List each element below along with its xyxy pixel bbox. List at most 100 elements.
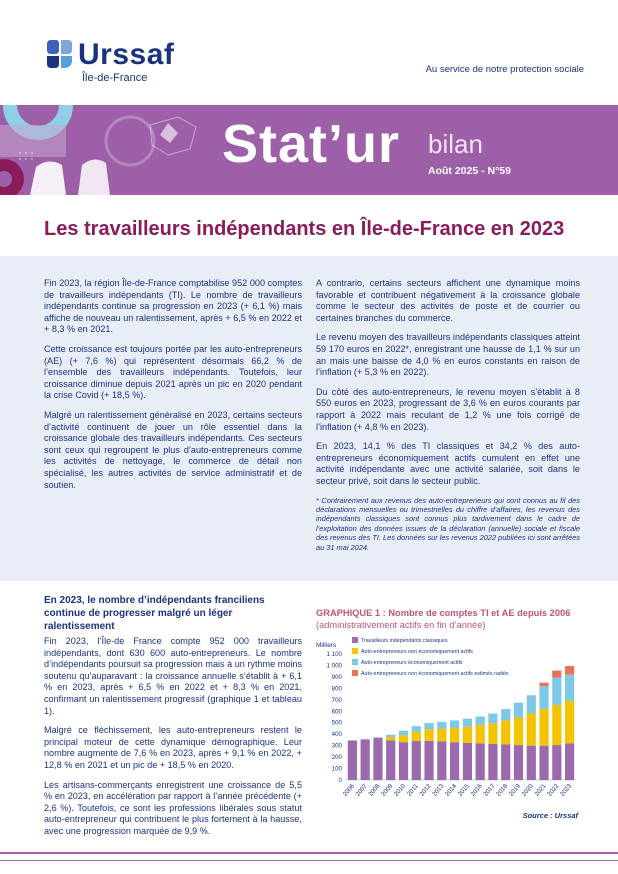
bar-segment (526, 695, 536, 714)
bar-segment (513, 717, 524, 746)
x-tick-label: 2010 (393, 782, 408, 797)
intro-left-column: Fin 2023, la région Île-de-France compta… (44, 278, 302, 499)
bar-segment (386, 734, 396, 738)
bar-segment (450, 727, 460, 743)
x-tick-label: 2021 (533, 782, 548, 797)
x-tick-label: 2017 (482, 782, 497, 797)
section-body: Fin 2023, l’Île-de France compte 952 000… (44, 636, 302, 846)
bar-segment (526, 745, 536, 780)
bar-segment (475, 743, 485, 780)
bar-segment (565, 743, 575, 780)
legend-label: Auto-entrepreneurs non économiquement ac… (361, 649, 473, 655)
chart-subtitle: (administrativement actifs en fin d’anné… (316, 619, 486, 630)
bar-segment (437, 741, 447, 780)
bar-segment (501, 744, 511, 780)
y-tick-label: 0 (339, 777, 343, 784)
intro-paragraph: Le revenu moyen des travailleurs indépen… (316, 332, 580, 378)
bar-segment (552, 677, 562, 705)
bar-segment (526, 713, 536, 746)
legend-label: Auto-entrepreneurs non économiquement ac… (361, 671, 509, 677)
chart-title-main: GRAPHIQUE 1 : Nombre de comptes TI et AE… (316, 608, 571, 618)
bar-segment (373, 737, 383, 780)
banner-decoration (0, 105, 197, 195)
legend-swatch (352, 637, 358, 643)
bar-segment (475, 716, 485, 726)
bar-segment (488, 713, 498, 724)
bar-segment (411, 726, 421, 732)
y-tick-label: 600 (332, 708, 343, 715)
y-tick-label: 1 000 (327, 662, 343, 669)
bar-segment (386, 740, 396, 780)
section-title: En 2023, le nombre d’indépendants franci… (44, 595, 265, 632)
bar-segment (424, 729, 434, 741)
intro-paragraph: Fin 2023, la région Île-de-France compta… (44, 278, 302, 335)
bar-segment (437, 721, 447, 729)
y-tick-label: 200 (332, 754, 343, 761)
intro-paragraph: En 2023, 14,1 % des TI classiques et 34,… (316, 441, 580, 486)
y-tick-label: 700 (332, 697, 343, 704)
stacked-bar-chart: Milliers 0 100 200 300 400 500 600 700 800 900 1 00… (316, 637, 576, 798)
x-tick-label: 2012 (418, 782, 433, 797)
intro-paragraph: Cette croissance est toujours portée par… (44, 343, 302, 401)
x-tick-label: 2023 (559, 782, 574, 797)
y-tick-label: 300 (332, 743, 343, 750)
intro-paragraph: Du côté des auto-entrepreneurs, le reven… (316, 386, 580, 432)
intro-paragraph: Malgré un ralentissement généralisé en 2… (44, 409, 302, 490)
chart-source: Source : Urssaf (522, 811, 578, 820)
bar-segment (462, 742, 472, 780)
legend-swatch (352, 648, 358, 654)
y-tick-label: 500 (332, 720, 343, 727)
intro-box (0, 256, 618, 581)
bar-segment (398, 730, 409, 736)
urssaf-logo-icon (47, 40, 72, 68)
bar-segment (501, 720, 511, 745)
x-tick-label: 2006 (342, 782, 357, 797)
x-tick-label: 2014 (444, 782, 459, 797)
y-axis-label: Milliers (316, 642, 337, 649)
bar-segment (552, 704, 562, 746)
x-tick-label: 2019 (508, 782, 523, 797)
bar-segment (513, 702, 524, 718)
bar-segment (424, 740, 434, 780)
bar-segment (386, 737, 396, 741)
x-tick-label: 2016 (469, 782, 484, 797)
x-tick-label: 2015 (457, 782, 472, 797)
bar-segment (565, 700, 575, 744)
bar-segment (552, 670, 562, 678)
bar-segment (513, 745, 524, 780)
bar-segment (475, 725, 485, 744)
x-tick-label: 2018 (495, 782, 510, 797)
footer-rule (0, 852, 618, 854)
bar-segment (552, 745, 562, 780)
brand-region: Île-de-France (82, 72, 148, 84)
bar-segment (501, 708, 511, 721)
publication-title: Stat’ur (222, 114, 401, 174)
legend-swatch (352, 659, 358, 665)
bar-segment (462, 718, 472, 727)
banner: Stat’ur bilan Août 2025 - N°59 (0, 105, 618, 195)
footer-rule (0, 860, 618, 861)
bar-segment (360, 739, 370, 780)
legend-label: Auto-entrepreneurs économiquement actifs (361, 660, 463, 666)
x-tick-label: 2008 (367, 782, 382, 797)
bar-segment (411, 741, 421, 780)
y-tick-label: 900 (332, 674, 343, 681)
bar-segment (565, 666, 575, 675)
bar-segment (450, 742, 460, 780)
x-tick-label: 2020 (521, 782, 536, 797)
bar-segment (398, 735, 409, 743)
bar-segment (488, 743, 498, 780)
intro-right-column: A contrario, certains secteurs affichent… (316, 278, 580, 560)
x-tick-label: 2009 (380, 782, 395, 797)
y-tick-label: 800 (332, 685, 343, 692)
publication-kind: bilan (428, 129, 483, 159)
x-tick-label: 2011 (406, 782, 420, 797)
legend-swatch (352, 670, 358, 676)
page-title: Les travailleurs indépendants en Île-de-… (44, 218, 565, 240)
x-tick-label: 2022 (546, 782, 561, 797)
y-tick-label: 400 (332, 731, 343, 738)
bar-segment (411, 731, 421, 742)
bar-segment (437, 728, 447, 742)
chart-title: GRAPHIQUE 1 : Nombre de comptes TI et AE… (316, 608, 596, 631)
issue-number: Août 2025 - N°59 (428, 165, 511, 177)
